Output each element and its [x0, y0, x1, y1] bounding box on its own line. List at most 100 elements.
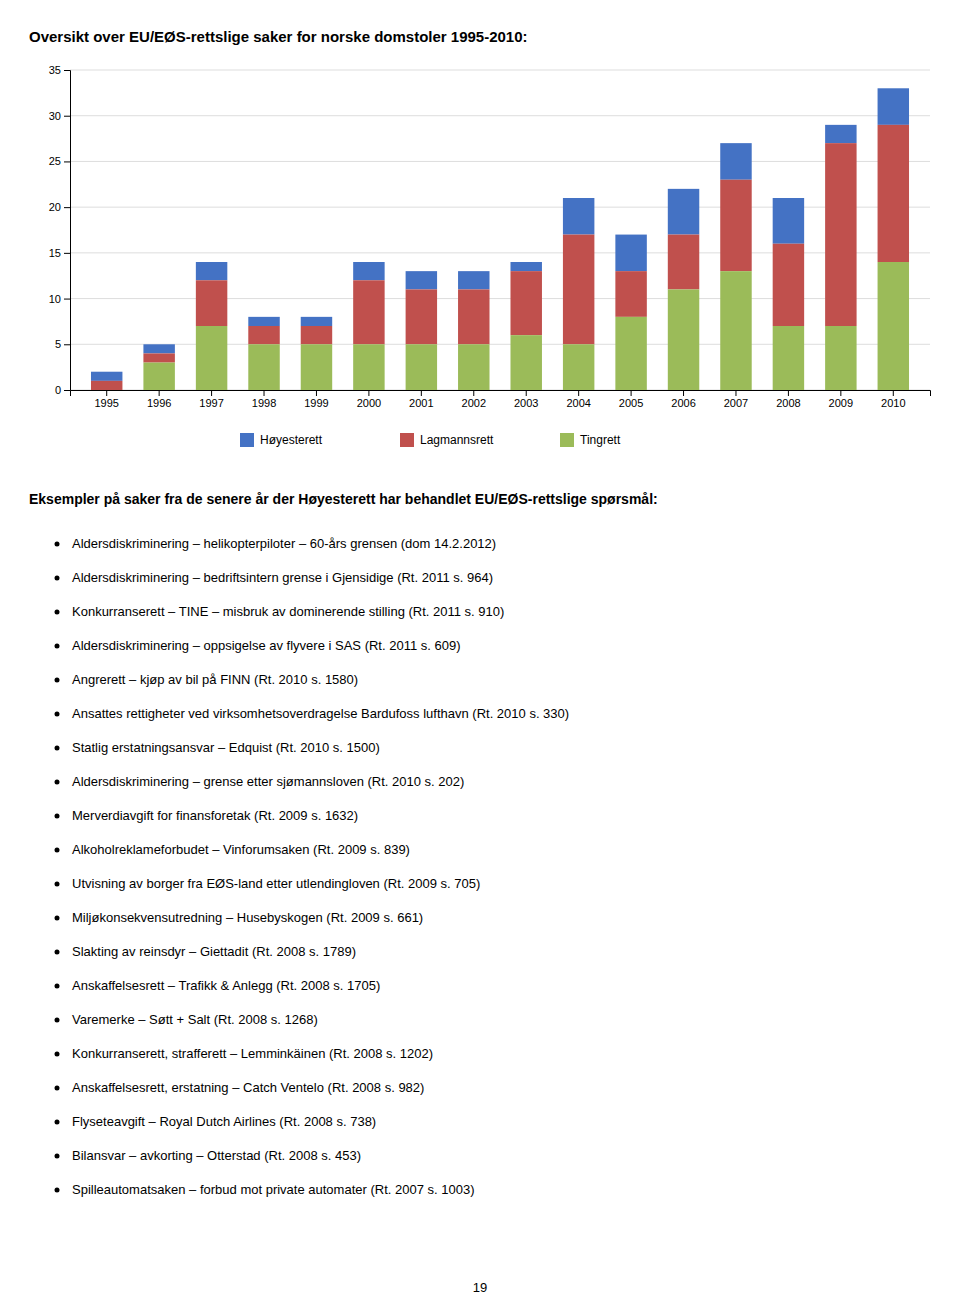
bullet-item: Utvisning av borger fra EØS-land etter u…	[72, 876, 480, 891]
x-tick-mark	[264, 390, 265, 396]
legend-item: Lagmannsrett	[400, 433, 494, 447]
y-tick-label: 25	[49, 155, 61, 167]
bar	[878, 88, 909, 125]
x-tick-mark	[316, 390, 317, 396]
bullet-item: Anskaffelsesrett – Trafikk & Anlegg (Rt.…	[72, 978, 380, 993]
bullet-item: Statlig erstatningsansvar – Edquist (Rt.…	[72, 740, 380, 755]
x-tick: 1999	[304, 390, 328, 409]
y-tick-label: 0	[55, 384, 61, 396]
bar	[825, 143, 856, 326]
x-tick-label: 2005	[619, 397, 643, 409]
section-title: Eksempler på saker fra de senere år der …	[29, 491, 658, 507]
grid-line	[70, 161, 930, 162]
bullet	[55, 882, 60, 887]
bar	[563, 344, 594, 390]
y-tick-label: 15	[49, 247, 61, 259]
bullet	[55, 916, 60, 921]
x-tick-label: 2001	[409, 397, 433, 409]
page: Oversikt over EU/EØS-rettslige saker for…	[0, 0, 960, 1316]
x-tick-mark	[159, 390, 160, 396]
x-axis-line	[71, 391, 931, 397]
bullet-item: Alkoholreklameforbudet – Vinforumsaken (…	[72, 842, 410, 857]
x-tick: 1997	[199, 390, 223, 409]
bar	[668, 235, 699, 290]
x-tick-label: 2004	[566, 397, 590, 409]
bar	[615, 235, 646, 272]
legend: Høyesterett Lagmannsrett Tingrett	[240, 433, 621, 447]
y-tick-label: 35	[49, 64, 61, 76]
bar-series	[91, 125, 909, 390]
bar	[196, 280, 227, 326]
x-tick-label: 2009	[829, 397, 853, 409]
bullet-item: Merverdiavgift for finansforetak (Rt. 20…	[72, 808, 358, 823]
legend-swatch	[400, 433, 414, 447]
y-tick-mark	[64, 299, 70, 300]
bar	[510, 262, 541, 271]
bullet-item: Miljøkonsekvensutredning – Husebyskogen …	[72, 910, 423, 925]
x-tick-label: 2003	[514, 397, 538, 409]
bullet	[55, 1086, 60, 1091]
y-axis: 0 5 10 15 20 25 30 35	[49, 64, 71, 396]
x-tick-mark	[106, 390, 107, 396]
y-tick-mark	[64, 207, 70, 208]
bar	[91, 381, 122, 390]
y-tick-mark	[64, 253, 70, 254]
legend-item: Høyesterett	[240, 433, 323, 447]
bar	[353, 280, 384, 344]
bar	[825, 326, 856, 390]
bullet	[55, 1154, 60, 1159]
grid-line	[70, 115, 930, 116]
bullet-item: Aldersdiskriminering – oppsigelse av fly…	[72, 638, 461, 653]
bar	[510, 271, 541, 335]
bullet	[55, 644, 60, 649]
x-tick-mark	[893, 390, 894, 396]
bar	[196, 262, 227, 280]
x-tick-label: 1999	[304, 397, 328, 409]
x-tick: 2003	[514, 390, 538, 409]
bar	[773, 198, 804, 244]
bar	[720, 180, 751, 271]
y-tick-mark	[64, 161, 70, 162]
chart-title: Oversikt over EU/EØS-rettslige saker for…	[29, 28, 528, 45]
x-tick: 2000	[357, 390, 381, 409]
bar	[720, 271, 751, 390]
y-tick: 0	[55, 384, 70, 396]
x-tick-mark	[211, 390, 212, 396]
x-tick: 2004	[566, 390, 590, 409]
x-tick: 2008	[776, 390, 800, 409]
x-tick-mark	[526, 390, 527, 396]
bullet	[55, 984, 60, 989]
bar	[615, 317, 646, 390]
bar	[248, 317, 279, 326]
x-tick-mark	[473, 390, 474, 396]
bullet	[55, 1018, 60, 1023]
bar	[563, 235, 594, 345]
x-tick-label: 1995	[94, 397, 118, 409]
bar	[353, 344, 384, 390]
x-tick-label: 1998	[252, 397, 276, 409]
y-tick: 10	[49, 293, 70, 305]
bullet	[55, 1120, 60, 1125]
legend-label: Tingrett	[580, 433, 621, 447]
page-number: 19	[473, 1280, 487, 1295]
bullet	[55, 848, 60, 853]
bullet-item: Slakting av reinsdyr – Giettadit (Rt. 20…	[72, 944, 356, 959]
bullet	[55, 814, 60, 819]
bar	[248, 326, 279, 344]
y-tick-mark	[64, 116, 70, 117]
x-tick-mark	[631, 390, 632, 396]
bar	[248, 344, 279, 390]
y-axis-line	[64, 71, 71, 391]
bar	[301, 317, 332, 326]
x-tick: 2002	[462, 390, 486, 409]
y-tick: 5	[55, 338, 70, 350]
plot: 0 5 10 15 20 25 30 35 1995 1996 1997 1998 1999 2000 20…	[49, 64, 931, 409]
x-tick-mark	[578, 390, 579, 396]
y-tick: 20	[49, 201, 70, 213]
y-tick-label: 30	[49, 110, 61, 122]
bar	[143, 344, 174, 353]
bullet-item: Anskaffelsesrett, erstatning – Catch Ven…	[72, 1080, 424, 1095]
bullet	[55, 746, 60, 751]
x-tick-label: 1996	[147, 397, 171, 409]
bullet	[55, 1188, 60, 1193]
